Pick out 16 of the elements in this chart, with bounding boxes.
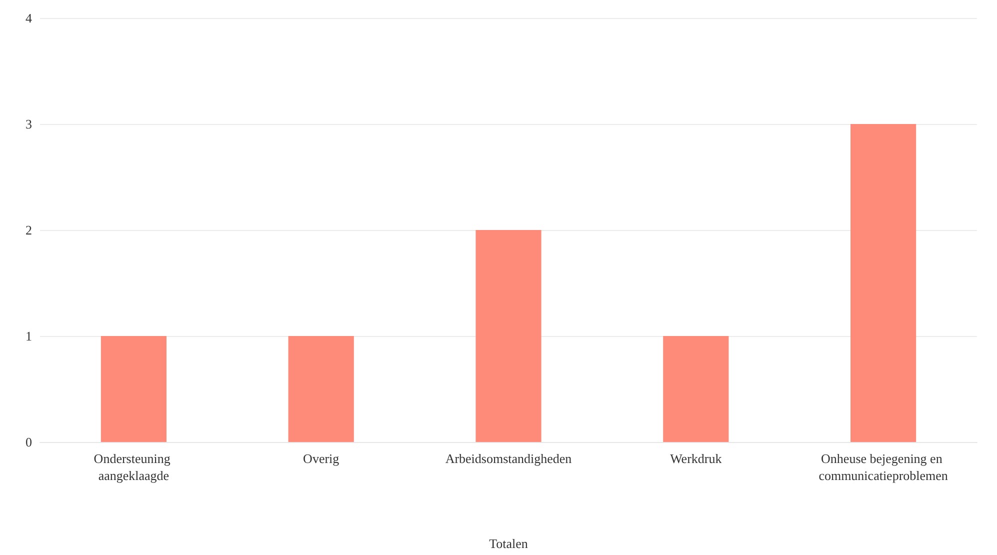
- bar: [663, 336, 729, 442]
- y-tick-label: 0: [26, 434, 32, 450]
- y-tick-label: 4: [26, 10, 32, 26]
- bar: [288, 336, 354, 442]
- x-tick-label: Ondersteuning aangeklaagde: [94, 451, 174, 483]
- bar: [850, 124, 916, 442]
- x-tick-label: Werkdruk: [670, 451, 722, 466]
- bar: [100, 336, 166, 442]
- y-tick-label: 2: [26, 222, 32, 238]
- y-tick-label: 1: [26, 328, 32, 344]
- y-tick-label: 3: [26, 116, 32, 132]
- x-tick-label: Overig: [303, 451, 340, 466]
- bar: [476, 230, 542, 442]
- x-axis-title: Totalen: [489, 536, 528, 551]
- x-tick-label: Arbeidsomstandigheden: [445, 451, 572, 466]
- x-tick-label: Onheuse bejegening en communicatieproblemen: [818, 451, 948, 483]
